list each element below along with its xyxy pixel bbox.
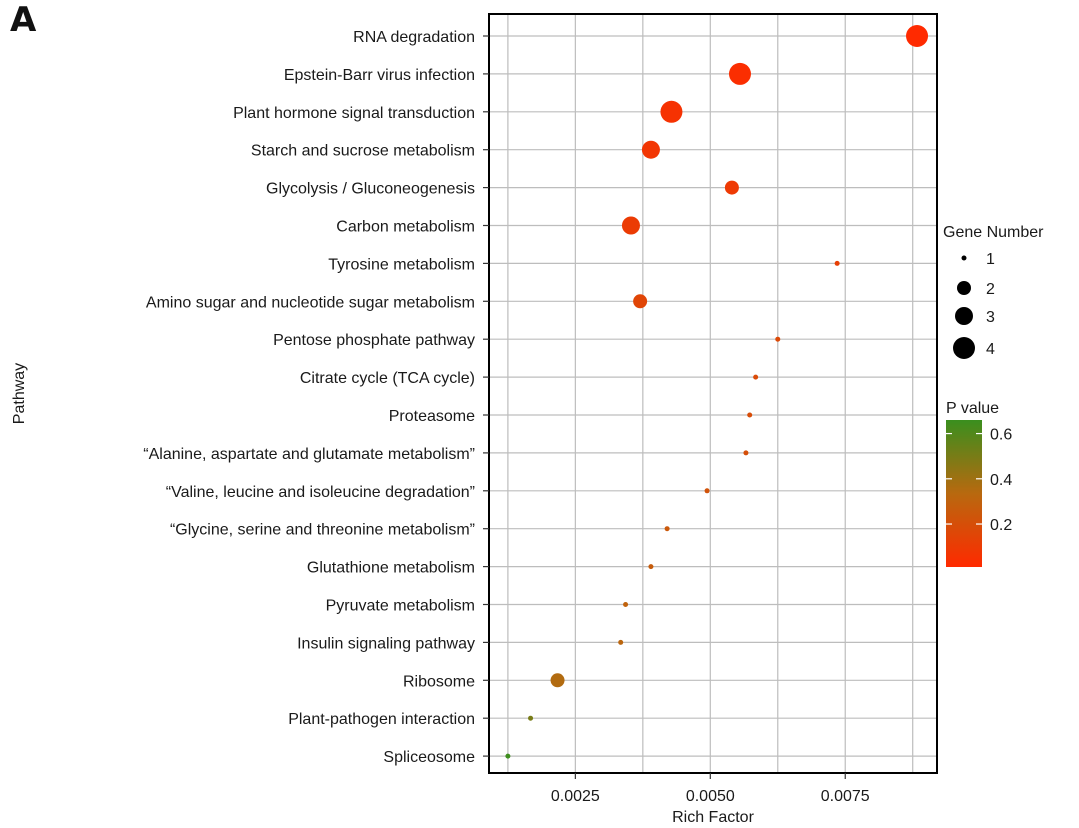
x-tick-label: 0.0075 <box>821 788 870 805</box>
y-tick-label: Ribosome <box>403 673 475 690</box>
data-point <box>660 100 683 123</box>
data-point <box>648 564 654 570</box>
gene-number-legend-label: 3 <box>986 309 995 326</box>
colorbar-tick-label: 0.6 <box>990 427 1012 444</box>
x-tick-labels: 0.0025 0.0050 0.0075 <box>551 773 870 805</box>
gene-number-legend-dot <box>957 281 971 295</box>
y-tick-label: RNA degradation <box>353 29 475 46</box>
data-point <box>747 412 753 418</box>
y-tick-label: Amino sugar and nucleotide sugar metabol… <box>146 294 475 311</box>
y-tick-label: “Valine, leucine and isoleucine degradat… <box>166 484 475 501</box>
data-point <box>623 602 629 607</box>
gene-number-legend-label: 4 <box>986 341 995 358</box>
y-tick-label: “Alanine, aspartate and glutamate metabo… <box>143 446 475 463</box>
gene-number-legend-label: 1 <box>986 251 995 268</box>
y-tick-label: Epstein-Barr virus infection <box>284 67 475 84</box>
x-tick-label: 0.0050 <box>686 788 735 805</box>
gene-number-legend-title: Gene Number <box>943 224 1044 241</box>
data-point <box>528 715 534 721</box>
colorbar-tick-label: 0.2 <box>990 517 1012 534</box>
data-point <box>906 25 929 47</box>
y-axis-label: Pathway <box>11 363 28 424</box>
gene-number-legend-dot <box>955 307 973 325</box>
data-point <box>728 62 751 85</box>
x-axis-label: Rich Factor <box>672 809 754 826</box>
gene-number-legend-dot <box>953 337 975 359</box>
data-point <box>724 180 739 195</box>
panel-label: A <box>10 0 37 40</box>
data-point <box>834 260 840 266</box>
data-point <box>743 450 749 456</box>
plot-frame <box>488 13 938 774</box>
y-tick-label: Insulin signaling pathway <box>297 635 475 652</box>
data-point <box>664 526 670 532</box>
data-point <box>621 216 640 235</box>
y-tick-label: Glycolysis / Gluconeogenesis <box>266 181 475 198</box>
y-tick-label: Tyrosine metabolism <box>328 256 475 273</box>
colorbar-tick-label: 0.4 <box>990 472 1012 489</box>
p-value-legend-title: P value <box>946 400 999 417</box>
y-tick-label: Glutathione metabolism <box>307 560 475 577</box>
gene-number-legend-dot <box>961 255 967 261</box>
data-point <box>641 140 660 159</box>
data-points <box>505 25 929 759</box>
data-point <box>775 336 781 342</box>
y-tick-label: Pyruvate metabolism <box>326 598 475 615</box>
gene-number-legend-label: 2 <box>986 281 995 298</box>
data-point <box>618 639 624 645</box>
p-value-legend: P value 0.2 0.4 0.6 <box>946 400 1012 567</box>
data-point <box>753 374 759 380</box>
data-point <box>633 294 648 309</box>
y-tick-label: “Glycine, serine and threonine metabolis… <box>170 522 475 539</box>
y-tick-labels: RNA degradation Epstein-Barr virus infect… <box>143 29 489 766</box>
p-value-colorbar <box>946 420 982 567</box>
x-tick-label: 0.0025 <box>551 788 600 805</box>
data-point <box>550 673 565 688</box>
y-tick-label: Proteasome <box>389 408 475 425</box>
data-point <box>505 753 511 759</box>
grid-lines <box>489 14 937 773</box>
y-tick-label: Citrate cycle (TCA cycle) <box>300 370 475 387</box>
y-tick-label: Pentose phosphate pathway <box>273 332 475 349</box>
y-tick-label: Starch and sucrose metabolism <box>251 143 475 160</box>
y-tick-label: Plant hormone signal transduction <box>233 105 475 122</box>
data-point <box>704 488 710 494</box>
gene-number-legend: Gene Number 1 2 3 4 <box>943 224 1044 359</box>
y-tick-label: Spliceosome <box>383 749 475 766</box>
y-tick-label: Plant-pathogen interaction <box>288 711 475 728</box>
y-tick-label: Carbon metabolism <box>336 219 475 236</box>
